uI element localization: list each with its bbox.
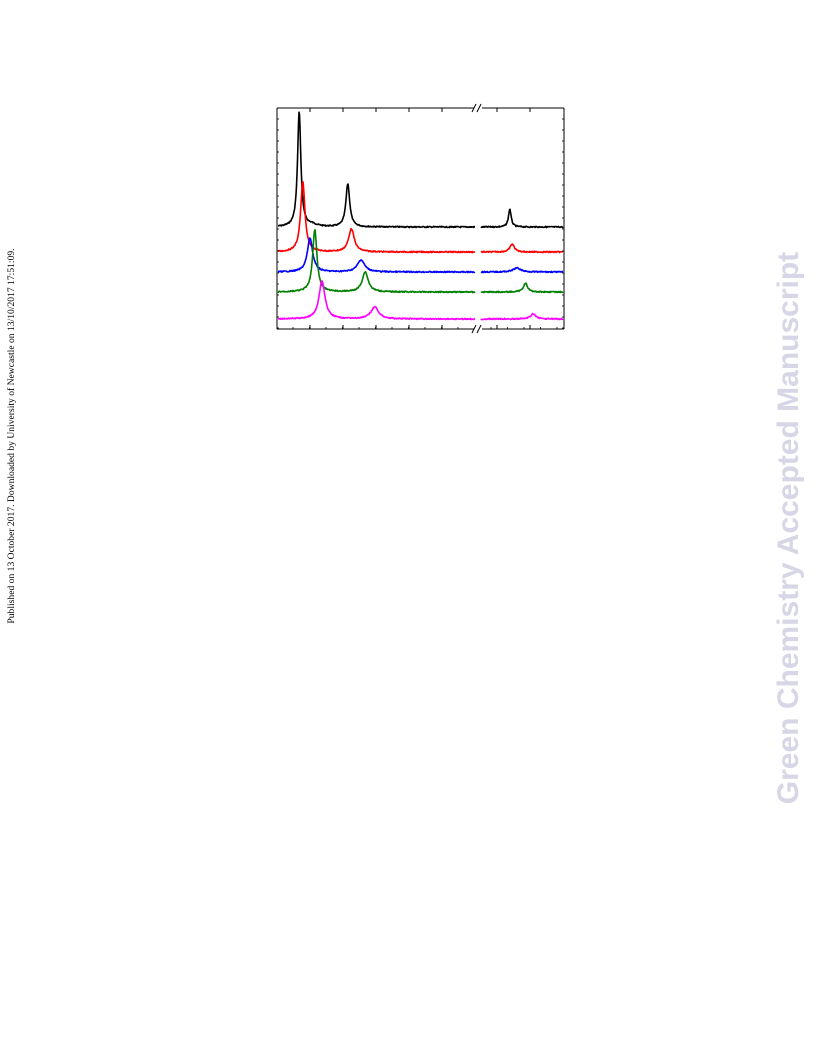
spectrum-line: [480, 208, 564, 229]
axis-break-mark: [471, 103, 477, 113]
spectrum-line: [480, 282, 564, 294]
axis-break-mark: [471, 324, 477, 334]
plot-frame: [276, 103, 565, 334]
spectrum-line: [480, 243, 564, 254]
spectra-layer: [277, 111, 564, 321]
spectrum-line: [480, 266, 564, 274]
spectrum-line: [277, 237, 476, 274]
axis-break-mark: [476, 103, 482, 113]
spectrum-line: [277, 229, 476, 294]
axis-break-mark: [476, 324, 482, 334]
spectrum-line: [480, 312, 564, 321]
spectrum-line: [277, 280, 476, 321]
spectrum-line: [277, 181, 476, 254]
spectrum-line: [277, 111, 476, 229]
